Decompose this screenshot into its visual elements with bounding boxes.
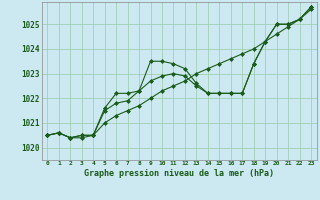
X-axis label: Graphe pression niveau de la mer (hPa): Graphe pression niveau de la mer (hPa)	[84, 169, 274, 178]
